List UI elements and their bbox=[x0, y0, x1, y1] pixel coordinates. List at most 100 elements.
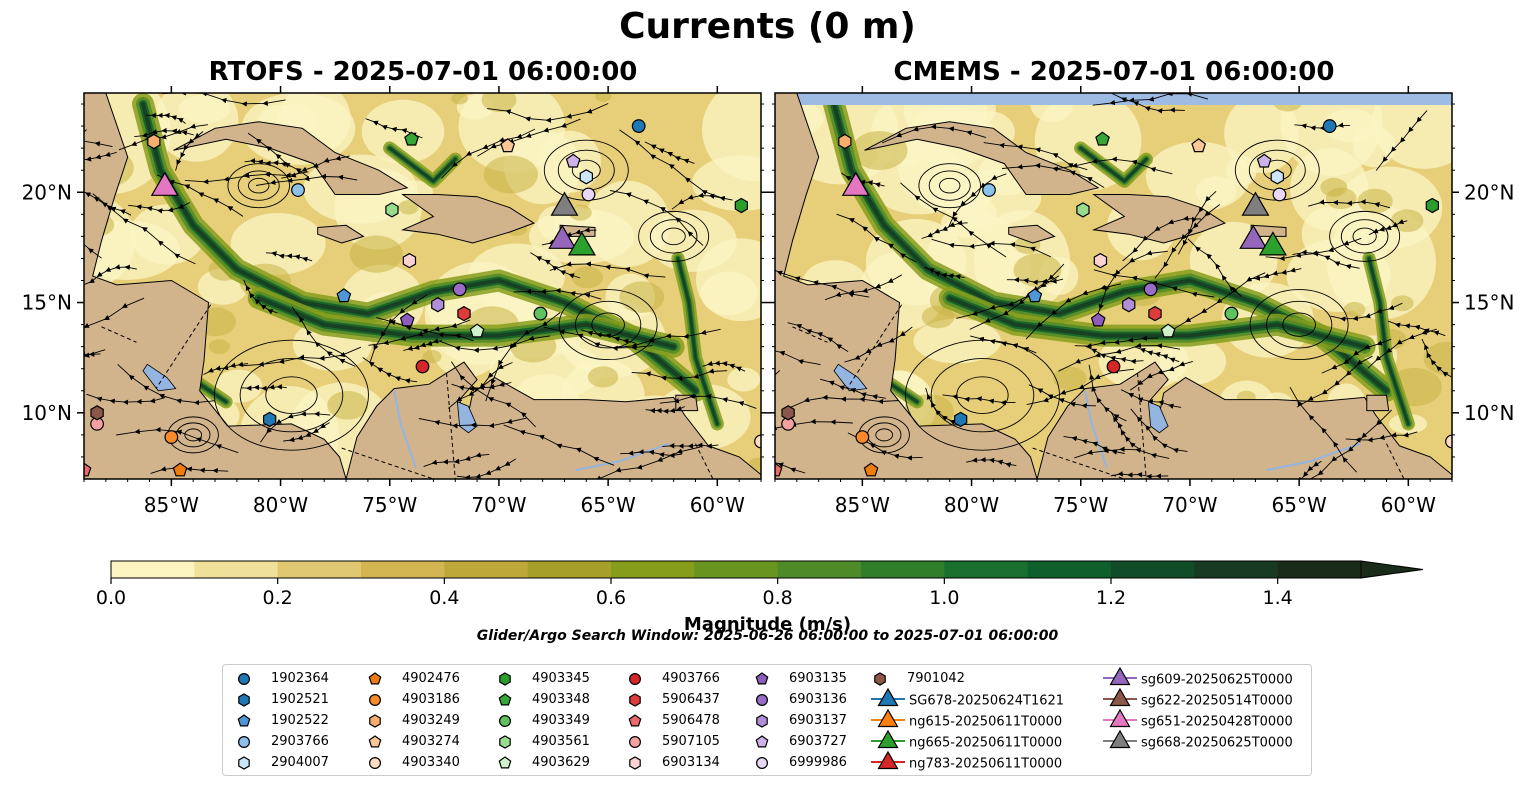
legend-label: SG678-20250624T1621 bbox=[909, 693, 1065, 709]
legend-item: 4903349 bbox=[496, 713, 590, 728]
legend-marker bbox=[368, 756, 382, 769]
x-tick-label: 80°W bbox=[944, 493, 999, 517]
colorbar-segment bbox=[111, 561, 195, 578]
legend-marker bbox=[368, 734, 382, 747]
colorbar-segment bbox=[444, 561, 529, 578]
x-tick-label: 80°W bbox=[253, 493, 308, 517]
legend-label: 4903629 bbox=[532, 755, 590, 770]
glider-sg651 bbox=[150, 171, 179, 196]
argo-float-6903135 bbox=[1090, 312, 1106, 327]
search-window-note: Glider/Argo Search Window: 2025-06-26 06… bbox=[476, 628, 1059, 644]
legend-label: ng615-20250611T0000 bbox=[909, 714, 1063, 730]
legend-label: 2904007 bbox=[271, 755, 329, 770]
rtofs-map-panel: 85°W 80°W 75°W 70°W 65°W 60°W 20°N 15°N 10°N bbox=[22, 86, 768, 517]
argo-float-4903766 bbox=[415, 359, 430, 374]
legend-label: 4903766 bbox=[662, 671, 720, 686]
x-tick-label: 85°W bbox=[835, 493, 890, 517]
x-tick-label: 85°W bbox=[144, 493, 199, 517]
legend-label: 2903766 bbox=[271, 734, 329, 749]
legend-item: 4903348 bbox=[496, 692, 590, 707]
legend-label: 7901042 bbox=[907, 671, 965, 686]
argo-float-6903135 bbox=[399, 312, 415, 327]
legend-marker bbox=[877, 750, 899, 770]
legend-label: 1902521 bbox=[271, 692, 329, 707]
legend-item: 4903249 bbox=[366, 713, 460, 728]
legend-marker bbox=[1109, 708, 1131, 728]
argo-float-5906478 bbox=[775, 462, 783, 477]
argo-float-2904007 bbox=[1270, 169, 1285, 185]
legend-label: sg668-20250625T0000 bbox=[1141, 735, 1293, 751]
legend-marker bbox=[498, 755, 512, 768]
glider-ng665 bbox=[1258, 231, 1287, 256]
legend-item: 5907105 bbox=[626, 734, 720, 749]
legend-item: ng665-20250611T0000 bbox=[871, 729, 1063, 752]
legend-item: 4903766 bbox=[626, 671, 720, 686]
colorbar-segment bbox=[944, 561, 1029, 578]
legend-marker bbox=[238, 755, 250, 770]
colorbar-tick-label: 0.8 bbox=[762, 587, 793, 609]
y-tick-label: 15°N bbox=[1464, 291, 1514, 315]
legend-label: ng665-20250611T0000 bbox=[909, 735, 1063, 751]
legend-item: 4903345 bbox=[496, 671, 590, 686]
legend-marker bbox=[1109, 729, 1131, 749]
legend-item: 1902364 bbox=[235, 671, 329, 686]
legend-item: 4903629 bbox=[496, 755, 590, 770]
legend-item: 2904007 bbox=[235, 755, 329, 770]
cmems-map-panel: 85°W 80°W 75°W 70°W 65°W 60°W 20°N 15°N 10°N bbox=[768, 86, 1514, 517]
colorbar-segment bbox=[861, 561, 945, 578]
legend-item: 6903134 bbox=[626, 755, 720, 770]
argo-float-6903137 bbox=[1122, 297, 1136, 313]
argo-float-5906437 bbox=[457, 305, 471, 322]
legend-item: sg609-20250625T0000 bbox=[1103, 666, 1293, 689]
colorbar-tick-label: 0.0 bbox=[95, 587, 127, 609]
y-tick-label: 20°N bbox=[22, 180, 72, 204]
argo-float-2903766 bbox=[291, 183, 305, 197]
argo-float-4903274 bbox=[500, 138, 516, 153]
colorbar-segment bbox=[1027, 561, 1112, 578]
legend-label: 6903137 bbox=[789, 713, 847, 728]
x-tick-label: 75°W bbox=[362, 493, 417, 517]
legend-item: SG678-20250624T1621 bbox=[871, 687, 1065, 710]
argo-float-4903349 bbox=[1224, 306, 1239, 321]
legend-marker bbox=[369, 713, 381, 728]
legend-item: 6903727 bbox=[753, 734, 847, 749]
argo-float-4903349 bbox=[533, 306, 548, 321]
argo-float-6903136 bbox=[452, 282, 467, 297]
y-tick-label: 15°N bbox=[22, 291, 72, 315]
colorbar bbox=[110, 560, 1424, 584]
legend-item: 4902476 bbox=[366, 671, 460, 686]
argo-float-6999986 bbox=[1272, 187, 1287, 202]
argo-float-6903137 bbox=[431, 297, 445, 313]
legend-marker bbox=[629, 755, 641, 770]
argo-float-1902364 bbox=[631, 119, 646, 133]
legend-marker bbox=[877, 687, 899, 707]
colorbar-tick-label: 0.2 bbox=[262, 587, 293, 609]
legend-marker bbox=[755, 734, 769, 747]
legend-label: 5906437 bbox=[662, 692, 720, 707]
legend-item: 7901042 bbox=[871, 671, 965, 686]
legend-marker bbox=[877, 708, 899, 728]
legend-marker bbox=[628, 672, 642, 685]
legend-item: 6903136 bbox=[753, 692, 847, 707]
x-tick-label: 75°W bbox=[1053, 493, 1108, 517]
legend-item: sg622-20250514T0000 bbox=[1103, 687, 1293, 710]
glider-ng665 bbox=[567, 231, 596, 256]
legend-label: 4903274 bbox=[402, 734, 460, 749]
argo-float-5906437 bbox=[1148, 305, 1162, 322]
legend-item: 5906437 bbox=[626, 692, 720, 707]
colorbar-segment bbox=[1277, 561, 1362, 578]
legend-item: 1902521 bbox=[235, 692, 329, 707]
legend-label: 4903186 bbox=[402, 692, 460, 707]
legend-label: 4903345 bbox=[532, 671, 590, 686]
colorbar-tick-label: 0.4 bbox=[429, 587, 460, 609]
glider-sg668 bbox=[1241, 191, 1270, 216]
argo-float-1902522 bbox=[1027, 288, 1043, 303]
argo-float-4903348 bbox=[1095, 131, 1110, 146]
x-tick-label: 65°W bbox=[1272, 493, 1327, 517]
legend-marker bbox=[499, 671, 511, 686]
colorbar-segment bbox=[1111, 561, 1195, 578]
legend-item: sg668-20250625T0000 bbox=[1103, 729, 1293, 752]
colorbar-tick-label: 0.6 bbox=[595, 587, 627, 609]
legend-label: sg651-20250428T0000 bbox=[1141, 714, 1293, 730]
argo-float-1902522 bbox=[336, 288, 352, 303]
